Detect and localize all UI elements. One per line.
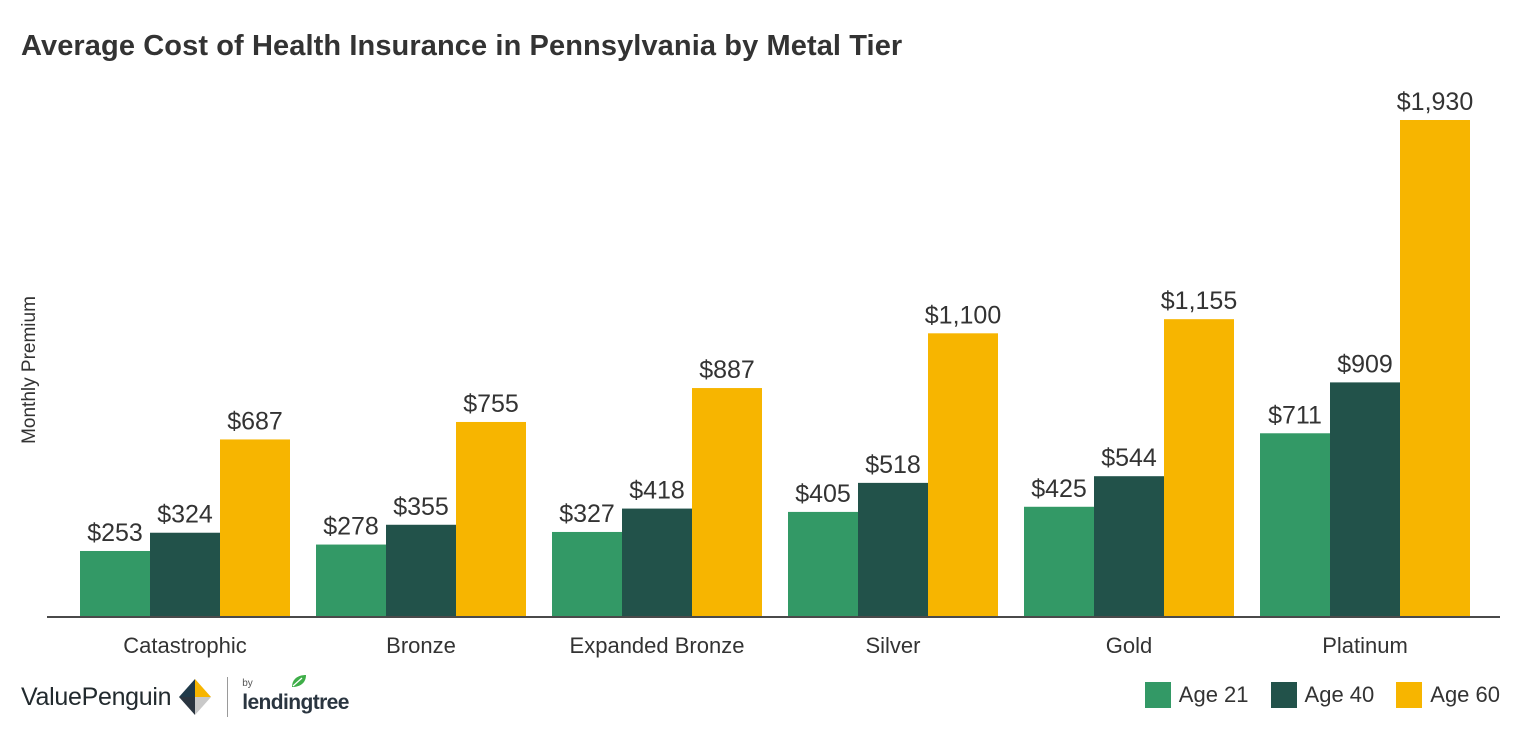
- legend-item-age-40: Age 40: [1270, 682, 1375, 708]
- value-label-catastrophic-age-60: $687: [227, 407, 283, 435]
- bar-catastrophic-age-40: [150, 532, 220, 616]
- bar-silver-age-21: [788, 511, 858, 616]
- bar-expanded-bronze-age-21: [552, 531, 622, 616]
- value-label-catastrophic-age-40: $324: [157, 501, 213, 529]
- valuepenguin-diamond-icon: [179, 679, 212, 715]
- bar-bronze-age-60: [456, 421, 526, 616]
- legend-item-age-60: Age 60: [1396, 682, 1500, 708]
- bars-group: [80, 120, 1470, 616]
- value-label-catastrophic-age-21: $253: [87, 519, 143, 547]
- bar-gold-age-21: [1024, 506, 1094, 616]
- category-label-catastrophic: Catastrophic: [123, 633, 247, 658]
- category-label-platinum: Platinum: [1322, 633, 1408, 658]
- legend-swatch-age-60: [1396, 682, 1423, 708]
- chart-title: Average Cost of Health Insurance in Penn…: [21, 30, 903, 62]
- lendingtree-logo: by lendingtree: [242, 675, 349, 719]
- bar-platinum-age-60: [1400, 120, 1470, 616]
- category-label-gold: Gold: [1106, 633, 1152, 658]
- value-label-expanded-bronze-age-40: $418: [629, 477, 685, 505]
- value-label-platinum-age-21: $711: [1268, 401, 1322, 429]
- bar-bronze-age-21: [316, 544, 386, 616]
- value-label-expanded-bronze-age-21: $327: [559, 500, 615, 528]
- legend: Age 21 Age 40 Age 60: [1123, 682, 1500, 708]
- value-label-bronze-age-21: $278: [323, 513, 379, 541]
- bar-gold-age-60: [1164, 319, 1234, 616]
- lendingtree-by-text: by: [242, 678, 253, 689]
- legend-label-age-40: Age 40: [1304, 682, 1375, 707]
- value-label-silver-age-40: $518: [865, 451, 921, 479]
- bar-silver-age-40: [858, 482, 928, 616]
- bar-catastrophic-age-21: [80, 550, 150, 616]
- category-label-silver: Silver: [865, 633, 920, 658]
- bar-gold-age-40: [1094, 476, 1164, 616]
- legend-swatch-age-21: [1144, 682, 1171, 708]
- bar-platinum-age-40: [1330, 382, 1400, 616]
- bar-platinum-age-21: [1260, 433, 1330, 616]
- lendingtree-logo-text: lendingtree: [242, 691, 349, 714]
- value-label-bronze-age-40: $355: [393, 493, 449, 521]
- category-labels-group: Catastrophic Bronze Expanded Bronze Silver G…: [123, 633, 1408, 658]
- legend-label-age-21: Age 21: [1178, 682, 1249, 707]
- category-label-expanded-bronze: Expanded Bronze: [570, 633, 745, 658]
- value-label-silver-age-60: $1,100: [925, 301, 1001, 329]
- value-label-gold-age-21: $425: [1031, 475, 1087, 503]
- logo-divider: [227, 677, 229, 717]
- value-label-gold-age-40: $544: [1101, 444, 1157, 472]
- value-label-bronze-age-60: $755: [463, 390, 519, 418]
- value-label-silver-age-21: $405: [795, 480, 851, 508]
- value-label-platinum-age-40: $909: [1337, 350, 1393, 378]
- valuepenguin-logo-text: ValuePenguin: [21, 682, 172, 711]
- legend-label-age-60: Age 60: [1430, 682, 1500, 707]
- leaf-icon: [292, 675, 307, 687]
- legend-item-age-21: Age 21: [1144, 682, 1249, 708]
- legend-swatch-age-40: [1270, 682, 1297, 708]
- value-labels-group: $253 $324 $687 $278 $355 $755 $327 $418 $887 $405…: [87, 88, 1473, 547]
- value-label-expanded-bronze-age-60: $887: [699, 356, 755, 384]
- value-label-gold-age-60: $1,155: [1161, 287, 1237, 315]
- bar-catastrophic-age-60: [220, 439, 290, 616]
- bar-expanded-bronze-age-40: [622, 508, 692, 616]
- bar-bronze-age-40: [386, 524, 456, 616]
- branding-logos: ValuePenguin by lendingtree: [21, 672, 349, 722]
- bar-expanded-bronze-age-60: [692, 388, 762, 616]
- category-label-bronze: Bronze: [386, 633, 456, 658]
- bar-silver-age-60: [928, 333, 998, 616]
- value-label-platinum-age-60: $1,930: [1397, 88, 1473, 116]
